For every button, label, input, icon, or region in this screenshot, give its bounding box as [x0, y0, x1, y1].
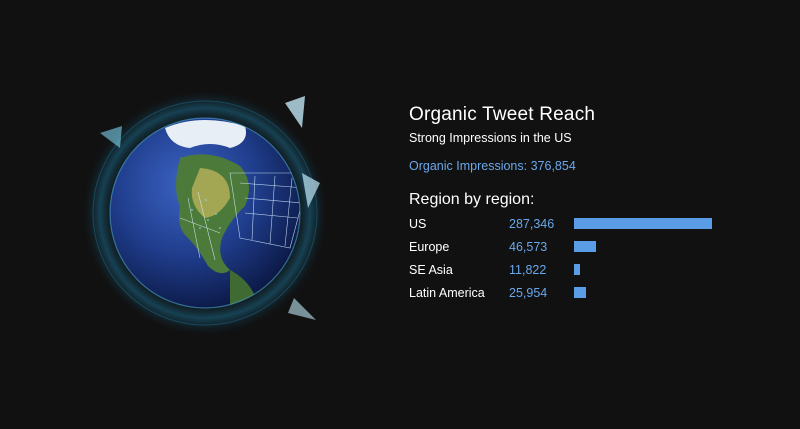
region-bar: [574, 264, 580, 275]
region-name: SE Asia: [409, 263, 453, 277]
region-bar: [574, 218, 712, 229]
subtitle: Strong Impressions in the US: [409, 131, 572, 145]
region-value: 25,954: [509, 286, 548, 300]
region-value: 11,822: [509, 263, 547, 277]
region-heading: Region by region:: [409, 191, 535, 208]
reach-panel: Organic Tweet Reach Strong Impressions i…: [409, 104, 769, 308]
globe-visualization: [80, 88, 330, 338]
page-title: Organic Tweet Reach: [409, 104, 596, 125]
region-bar: [574, 287, 586, 298]
region-value: 46,573: [509, 240, 548, 254]
impressions-value: 376,854: [530, 159, 576, 173]
region-name: US: [409, 217, 427, 231]
region-value: 287,346: [509, 217, 555, 231]
region-bar: [574, 241, 596, 252]
region-bar-chart: US 287,346 Europe 46,573 SE Asia 11,822 Latin …: [409, 216, 769, 308]
impressions-label: Organic Impressions:: [409, 159, 528, 173]
globe-icon: [83, 91, 327, 335]
organic-impressions: Organic Impressions: 376,854: [409, 158, 769, 174]
region-row: SE Asia 11,822: [409, 262, 769, 285]
region-row: Europe 46,573: [409, 239, 769, 262]
region-row: Latin America 25,954: [409, 285, 769, 308]
region-name: Latin America: [409, 286, 485, 300]
region-row: US 287,346: [409, 216, 769, 239]
region-name: Europe: [409, 240, 450, 254]
